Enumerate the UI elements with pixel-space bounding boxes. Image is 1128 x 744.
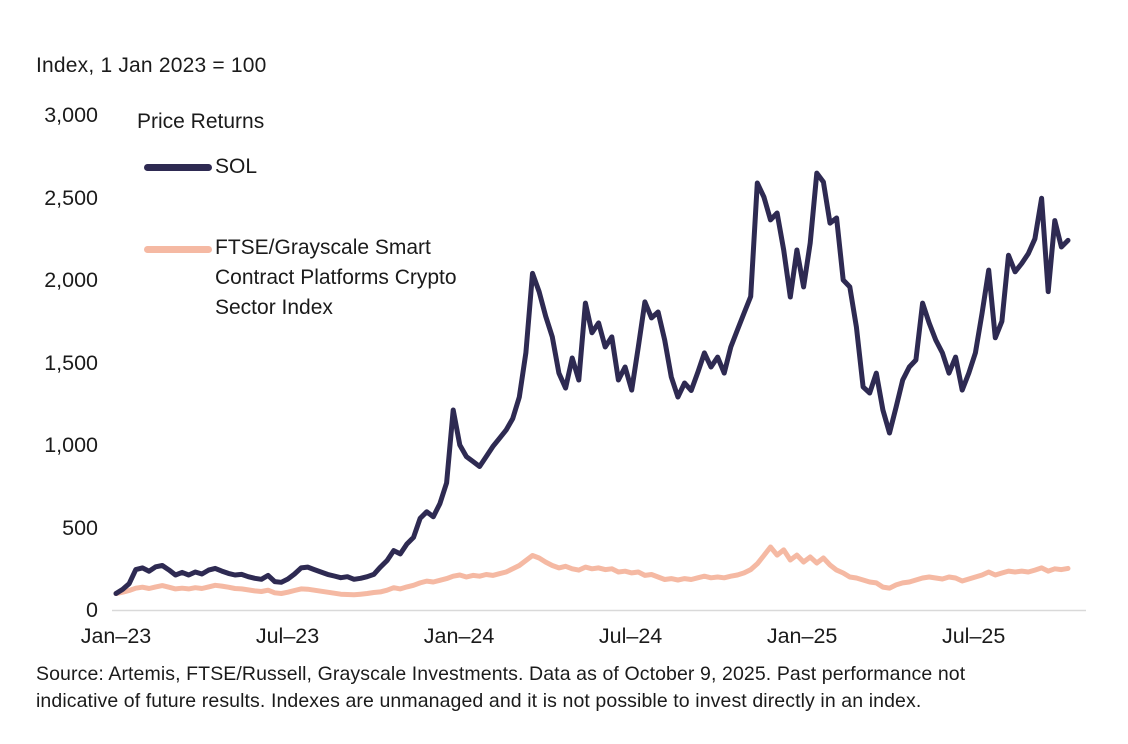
y-axis-tick-label: 2,000 — [44, 268, 98, 292]
source-note-line: indicative of future results. Indexes ar… — [36, 690, 922, 712]
x-axis-tick-label: Jul–25 — [941, 624, 1006, 648]
legend-label-sol: SOL — [215, 152, 257, 182]
y-axis-tick-label: 3,000 — [44, 103, 98, 127]
y-axis-tick-label: 0 — [86, 598, 98, 622]
legend-swatch-sol — [144, 164, 212, 171]
legend-label-ftse-index: FTSE/Grayscale Smart Contract Platforms … — [215, 233, 457, 323]
y-axis-tick-label: 500 — [62, 515, 98, 540]
source-note: Source: Artemis, FTSE/Russell, Grayscale… — [36, 661, 965, 715]
legend-label-line: Sector Index — [215, 296, 333, 319]
x-axis-tick-label: Jul–23 — [255, 624, 320, 648]
legend-swatch-ftse-index — [144, 246, 212, 253]
ftse-series-line — [113, 544, 1071, 598]
legend-title: Price Returns — [137, 110, 265, 133]
legend-label-line: FTSE/Grayscale Smart — [215, 236, 431, 259]
legend-label-line: Contract Platforms Crypto — [215, 266, 457, 289]
index-note: Index, 1 Jan 2023 = 100 — [36, 54, 267, 77]
y-axis-tick-label: 1,000 — [44, 433, 98, 457]
source-note-line: Source: Artemis, FTSE/Russell, Grayscale… — [36, 663, 966, 685]
legend-label-line: SOL — [215, 155, 258, 178]
x-axis-tick-label: Jan–25 — [766, 624, 838, 648]
x-axis-tick-label: Jan–23 — [80, 624, 152, 648]
y-axis-tick-label: 1,500 — [44, 350, 98, 375]
y-axis-tick-label: 2,500 — [44, 185, 98, 210]
x-axis-tick-label: Jan–24 — [423, 624, 495, 648]
x-axis-tick-label: Jul–24 — [598, 624, 663, 648]
